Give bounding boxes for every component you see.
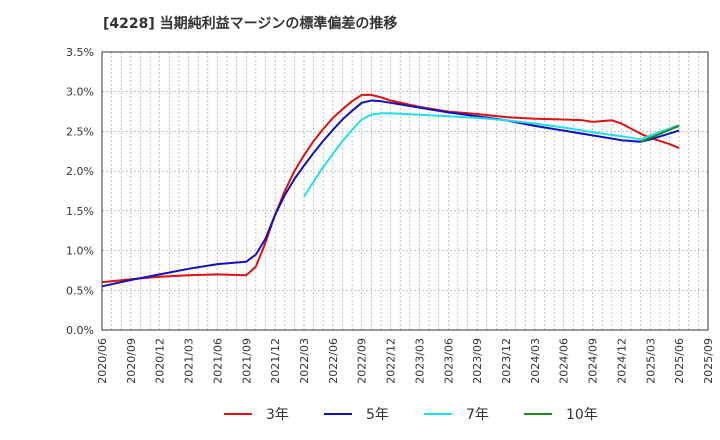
x-tick-label: 2025/06 [673,338,686,384]
x-tick-label: 2021/09 [240,338,253,384]
plot-frame [101,51,709,331]
y-tick-label: 1.0% [66,245,94,258]
series-line-0 [101,93,680,284]
x-tick-label: 2022/06 [327,338,340,384]
legend-label-3: 10年 [566,407,598,423]
y-axis-ticks: 0.0% 0.5% 1.0% 1.5% 2.0% 2.5% 3.0% 3.5% [66,46,94,337]
series-line-3 [640,124,680,143]
x-tick-label: 2023/06 [442,338,455,384]
legend-label-0: 3年 [266,407,289,423]
series-line-2 [303,112,680,198]
x-tick-label: 2024/12 [615,338,628,384]
x-tick-label: 2020/06 [96,338,109,384]
vertical-gridlines [111,52,699,330]
x-tick-label: 2020/12 [154,338,167,384]
horizontal-gridlines [102,91,708,291]
x-tick-label: 2025/03 [644,338,657,384]
y-tick-label: 2.5% [66,125,94,138]
y-tick-label: 3.5% [66,46,94,59]
y-tick-label: 0.0% [66,324,94,337]
x-tick-label: 2024/03 [529,338,542,384]
x-tick-label: 2023/03 [413,338,426,384]
x-tick-label: 2020/09 [125,338,138,384]
chart-title: [4228] 当期純利益マージンの標準偏差の推移 [103,15,397,32]
x-tick-label: 2023/09 [471,338,484,384]
x-tick-label: 2022/12 [385,338,398,384]
x-tick-label: 2021/12 [269,338,282,384]
x-tick-label: 2021/06 [211,338,224,384]
y-tick-label: 0.5% [66,284,94,297]
y-tick-label: 3.0% [66,86,94,99]
legend-label-1: 5年 [366,407,389,423]
y-tick-label: 1.5% [66,205,94,218]
x-tick-label: 2022/09 [356,338,369,384]
x-tick-label: 2024/06 [558,338,571,384]
x-axis-ticks: 2020/06 2020/09 2020/12 2021/03 2021/06 2021/… [96,338,715,384]
legend: 3年 5年 7年 10年 [224,407,598,423]
series-lines [101,93,680,288]
x-tick-label: 2024/09 [587,338,600,384]
x-tick-label: 2022/03 [298,338,311,384]
x-tick-label: 2025/09 [702,338,715,384]
y-tick-label: 2.0% [66,165,94,178]
legend-label-2: 7年 [466,407,489,423]
series-line-1 [101,99,680,288]
x-tick-label: 2021/03 [183,338,196,384]
x-tick-label: 2023/12 [500,338,513,384]
